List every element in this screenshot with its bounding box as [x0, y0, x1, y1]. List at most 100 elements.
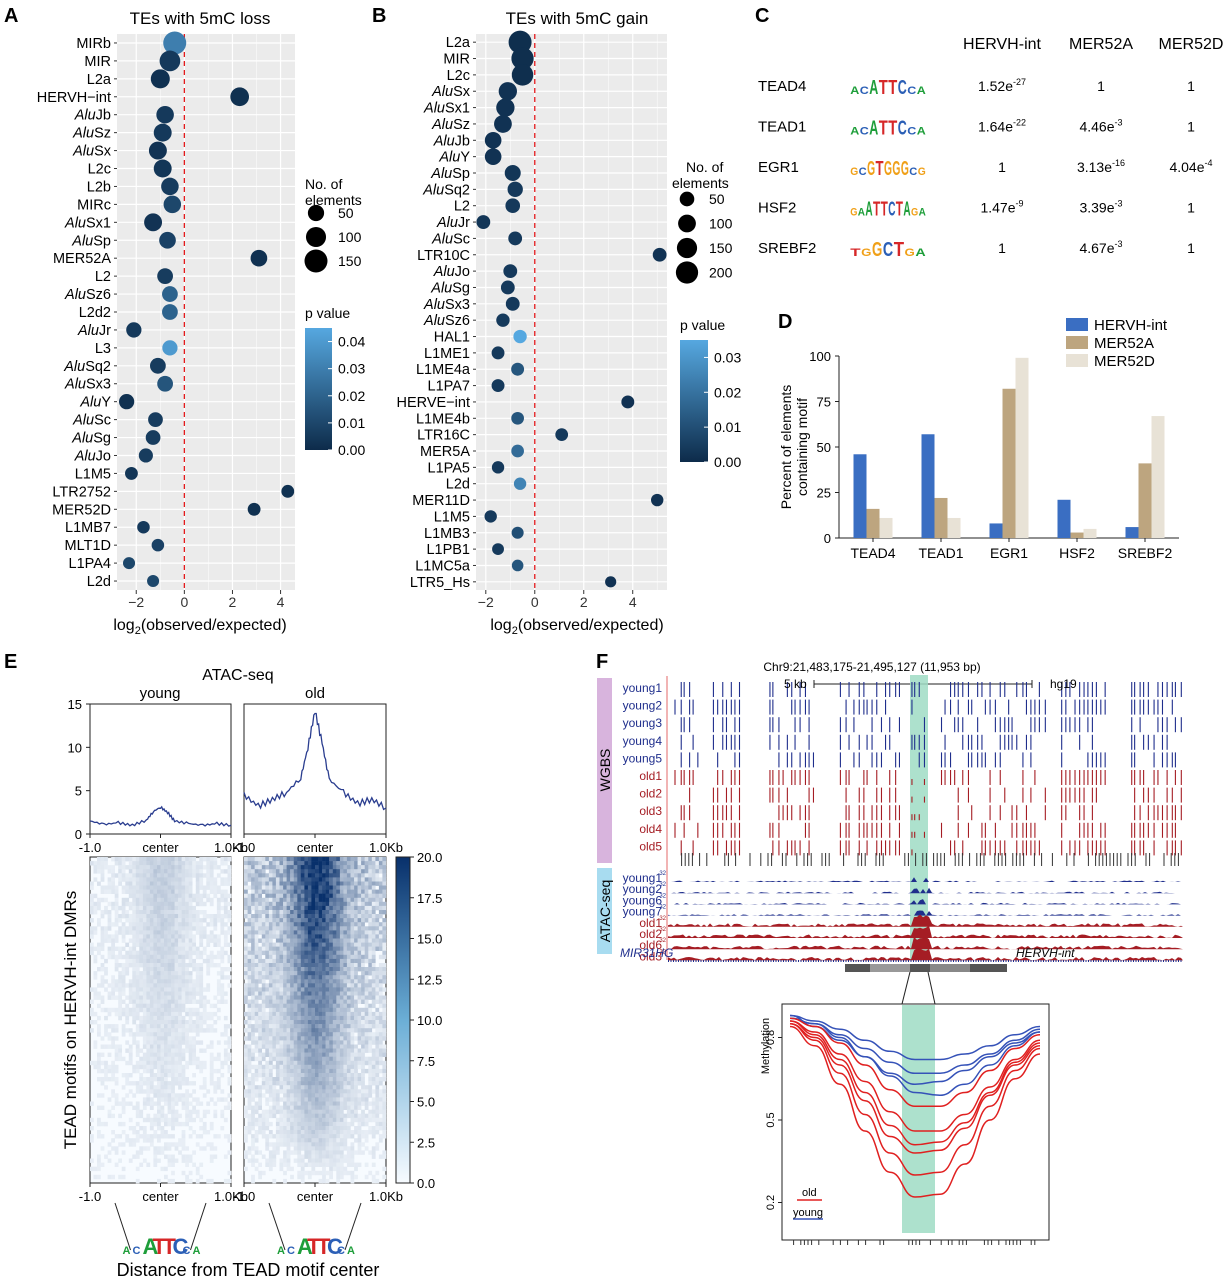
heatmap-cell — [160, 934, 165, 939]
heatmap-cell — [382, 910, 387, 915]
heatmap-cell — [247, 1093, 252, 1098]
heatmap-cell — [164, 1060, 168, 1066]
heatmap-cell — [283, 869, 287, 874]
heatmap-cell — [265, 1048, 270, 1053]
heatmap-cell — [378, 889, 383, 894]
heatmap-cell — [275, 1073, 280, 1078]
heatmap-cell — [311, 1040, 316, 1045]
heatmap-cell — [325, 1024, 330, 1029]
heatmap-cell — [364, 926, 369, 931]
heatmap-cell — [185, 1097, 189, 1102]
category-label: AluJo — [74, 448, 111, 464]
heatmap-cell — [251, 975, 255, 980]
heatmap-cell — [153, 869, 158, 874]
heatmap-cell — [258, 1036, 262, 1041]
heatmap-cell — [283, 1052, 287, 1057]
heatmap-cell — [139, 1109, 144, 1115]
sequence-logo-letter: T — [894, 239, 904, 261]
heatmap-cell — [118, 1007, 122, 1013]
heatmap-cell — [297, 865, 302, 870]
heatmap-cell — [268, 930, 273, 935]
heatmap-cell — [382, 1068, 387, 1074]
heatmap-cell — [132, 1130, 137, 1135]
heatmap-cell — [258, 1093, 262, 1098]
heatmap-cell — [139, 1089, 144, 1094]
heatmap-cell — [171, 1015, 175, 1021]
heatmap-cell — [244, 950, 248, 956]
heatmap-cell — [174, 1052, 179, 1057]
heatmap-cell — [247, 983, 252, 988]
sequence-logo-letter: A — [193, 1245, 201, 1257]
heatmap-cell — [114, 1146, 119, 1151]
heatmap-cell — [121, 861, 126, 866]
heatmap-cell — [171, 1113, 175, 1119]
heatmap-cell — [227, 1044, 232, 1049]
heatmap-cell — [125, 1028, 130, 1033]
heatmap-cell — [118, 1003, 122, 1009]
heatmap-cell — [223, 1052, 228, 1057]
heatmap-cell — [97, 1162, 101, 1167]
category-label-italic: Alu — [71, 431, 93, 447]
heatmap-cell — [171, 930, 175, 935]
table-cell-exponent: -27 — [1013, 77, 1026, 87]
heatmap-cell — [300, 873, 305, 878]
heatmap-cell — [100, 934, 105, 939]
heatmap-cell — [258, 1048, 262, 1053]
heatmap-cell — [275, 1003, 280, 1009]
heatmap-cell — [213, 1154, 218, 1159]
panel-b-title: TEs with 5mC gain — [506, 9, 649, 28]
heatmap-cell — [178, 958, 182, 964]
heatmap-cell — [114, 954, 119, 960]
heatmap-cell — [188, 881, 193, 886]
heatmap-cell — [354, 1105, 358, 1110]
heatmap-cell — [199, 987, 204, 992]
heatmap-cell — [104, 865, 108, 870]
heatmap-cell — [332, 1064, 337, 1070]
category-label-italic: Alu — [422, 182, 444, 198]
heatmap-cell — [290, 885, 294, 890]
heatmap-cell — [139, 938, 144, 943]
heatmap-cell — [209, 1003, 214, 1009]
heatmap-cell — [199, 1134, 204, 1139]
heatmap-cell — [378, 865, 383, 870]
heatmap-cell — [135, 1064, 140, 1070]
heatmap-cell — [93, 905, 98, 911]
heatmap-cell — [293, 1032, 298, 1037]
heatmap-cell — [261, 869, 266, 874]
heatmap-cell — [343, 1081, 348, 1086]
heatmap-cell — [304, 942, 309, 947]
category-label-italic: Alu — [436, 215, 458, 231]
data-point — [163, 31, 187, 55]
heatmap-cell — [322, 987, 326, 992]
heatmap-cell — [185, 991, 189, 996]
heatmap-cell — [346, 1068, 351, 1074]
heatmap-cell — [185, 1081, 189, 1086]
heatmap-cell — [350, 975, 355, 980]
heatmap-cell — [171, 967, 175, 972]
heatmap-cell — [322, 922, 326, 927]
heatmap-cell — [213, 1134, 218, 1139]
heatmap-cell — [209, 881, 214, 886]
heatmap-cell — [192, 1020, 196, 1025]
heatmap-cell — [346, 942, 351, 947]
heatmap-cell — [160, 1166, 165, 1172]
heatmap-cell — [350, 1044, 355, 1049]
category-label: L1M5 — [75, 466, 111, 482]
heatmap-cell — [354, 942, 358, 947]
heatmap-cell — [375, 905, 380, 911]
heatmap-cell — [261, 914, 266, 919]
heatmap-cell — [364, 942, 369, 947]
heatmap-cell — [251, 1105, 255, 1110]
heatmap-cell — [216, 938, 221, 943]
heatmap-cell — [114, 893, 119, 899]
heatmap-cell — [343, 1040, 348, 1045]
heatmap-cell — [322, 1077, 326, 1082]
category-label-rest: Sc — [453, 231, 470, 247]
heatmap-cell — [244, 910, 248, 915]
heatmap-cell — [290, 861, 294, 866]
heatmap-cell — [244, 1048, 248, 1053]
heatmap-cell — [128, 926, 133, 931]
heatmap-cell — [350, 946, 355, 951]
heatmap-cell — [174, 967, 179, 972]
heatmap-cell — [311, 1044, 316, 1049]
